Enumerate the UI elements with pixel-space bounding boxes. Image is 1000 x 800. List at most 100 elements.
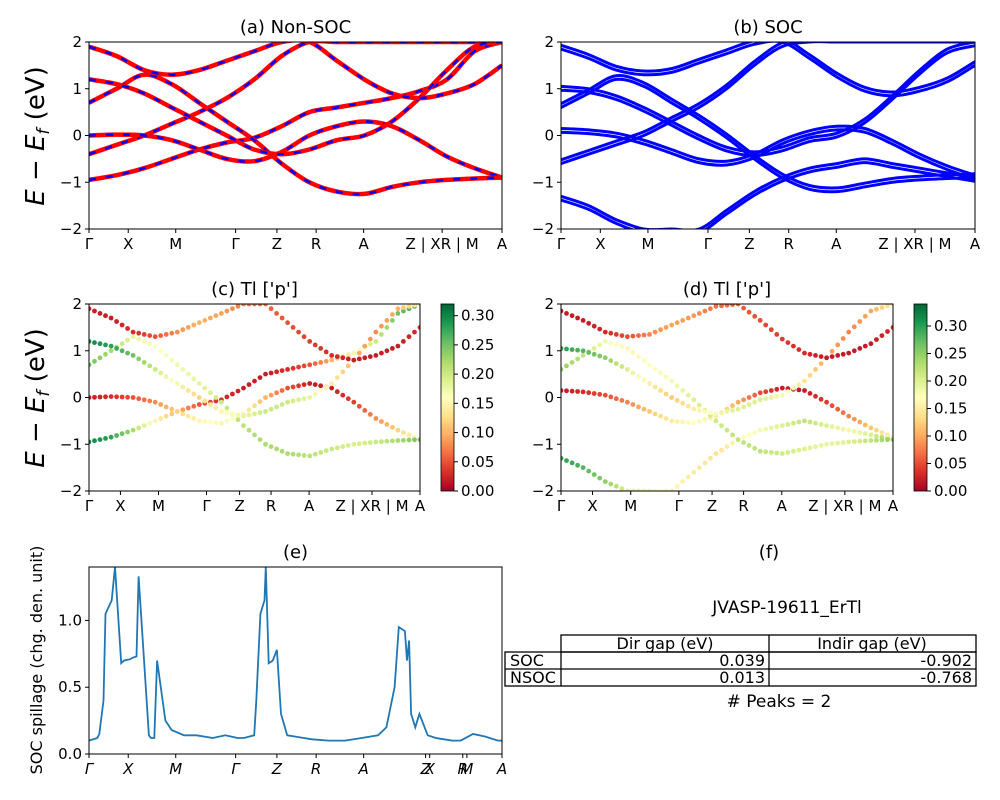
band-point xyxy=(362,408,368,413)
x-tick-label: M xyxy=(169,760,182,778)
band-point xyxy=(829,441,835,447)
band-point xyxy=(561,367,564,372)
band-point xyxy=(835,425,841,431)
band-point xyxy=(345,443,351,448)
band-point xyxy=(613,483,619,489)
band-point xyxy=(180,367,186,372)
panel-f-title: (f) xyxy=(759,542,779,563)
band-point xyxy=(669,488,675,491)
band-point xyxy=(312,391,318,397)
band-point xyxy=(125,326,130,331)
x-tick-label: Z | XR | M xyxy=(335,497,408,515)
x-tick-label: Γ xyxy=(85,497,94,515)
band-point xyxy=(235,304,241,309)
band-point xyxy=(636,374,641,379)
band-point xyxy=(213,313,219,319)
band-point xyxy=(719,423,724,428)
band-point xyxy=(713,451,719,456)
band-point xyxy=(857,346,863,351)
band-point xyxy=(224,405,230,411)
band-point xyxy=(663,374,669,380)
band-point xyxy=(384,348,390,354)
band-point xyxy=(813,444,818,449)
band-point xyxy=(586,320,592,326)
band-point xyxy=(768,395,774,400)
band-point xyxy=(586,468,592,474)
band-point xyxy=(185,388,191,393)
band-point xyxy=(158,416,164,421)
band-point xyxy=(658,327,663,333)
band-point xyxy=(92,308,97,314)
band-point xyxy=(840,351,846,357)
band-point xyxy=(213,398,219,404)
band-point xyxy=(818,443,824,448)
band-point xyxy=(630,488,636,491)
x-tick-label: Z xyxy=(271,760,283,778)
band-point xyxy=(874,427,879,433)
colorbar-tick-label: 0.05 xyxy=(461,453,494,471)
band-point xyxy=(741,440,746,445)
band-point xyxy=(213,395,219,400)
table-row-label: NSOC xyxy=(510,668,556,687)
band-point xyxy=(130,395,136,400)
band-point xyxy=(252,411,257,417)
y-tick-label: −2 xyxy=(532,482,554,500)
band-point xyxy=(868,432,874,438)
band-point xyxy=(246,407,252,413)
band-point xyxy=(807,391,813,396)
y-tick-label: 0.5 xyxy=(58,678,82,696)
x-tick-label: R xyxy=(311,235,321,253)
x-tick-label: Γ xyxy=(675,497,684,515)
band-point xyxy=(252,403,257,409)
band-point xyxy=(274,311,279,316)
band-point xyxy=(835,342,841,348)
x-tick-label: R xyxy=(311,760,321,778)
spillage-line xyxy=(89,567,502,742)
band-point xyxy=(169,377,175,383)
colorbar-tick-label: 0.20 xyxy=(934,372,967,390)
band-point xyxy=(390,318,395,323)
band-point xyxy=(373,339,379,344)
band-point xyxy=(296,383,301,389)
x-tick-label: X xyxy=(424,760,436,778)
band-point xyxy=(619,486,625,491)
band-point xyxy=(367,341,373,347)
table-row-label: SOC xyxy=(510,651,544,670)
panel-c: (c) Tl ['p']210−1−2Γ X M Γ Z R A Z | XR | M A0.3… xyxy=(60,279,495,515)
band-point xyxy=(241,304,246,307)
band-point xyxy=(384,318,390,323)
band-point xyxy=(401,430,406,435)
band-point xyxy=(680,318,686,323)
band-point xyxy=(318,450,324,455)
band-point xyxy=(390,312,395,317)
band-point xyxy=(329,353,335,358)
band-point xyxy=(329,381,335,386)
band-point xyxy=(835,353,841,358)
band-point xyxy=(564,388,569,394)
band-point xyxy=(696,408,702,413)
band-point xyxy=(730,440,735,446)
band-point xyxy=(208,402,213,407)
band-point xyxy=(608,394,614,400)
band-point xyxy=(730,408,735,413)
y-tick-label: 2 xyxy=(544,33,554,51)
band-point xyxy=(625,367,630,372)
band-point xyxy=(575,389,580,394)
band-point xyxy=(323,384,329,390)
band-point xyxy=(741,397,746,403)
band-point xyxy=(774,332,780,337)
x-tick-label: R xyxy=(458,760,468,778)
band-point xyxy=(103,313,108,319)
x-tick-label: A xyxy=(304,497,315,515)
y-tick-label: −2 xyxy=(60,482,82,500)
band-point xyxy=(763,322,769,328)
colorbar-tick-label: 0.15 xyxy=(934,400,967,418)
band-point xyxy=(779,423,785,428)
y-tick-label: −1 xyxy=(532,435,554,453)
band-point xyxy=(202,318,208,323)
colorbar-tick-label: 0.10 xyxy=(461,424,494,442)
band-point xyxy=(890,304,893,307)
band-point xyxy=(741,305,746,311)
band-point xyxy=(696,402,702,408)
band-point xyxy=(141,332,147,337)
